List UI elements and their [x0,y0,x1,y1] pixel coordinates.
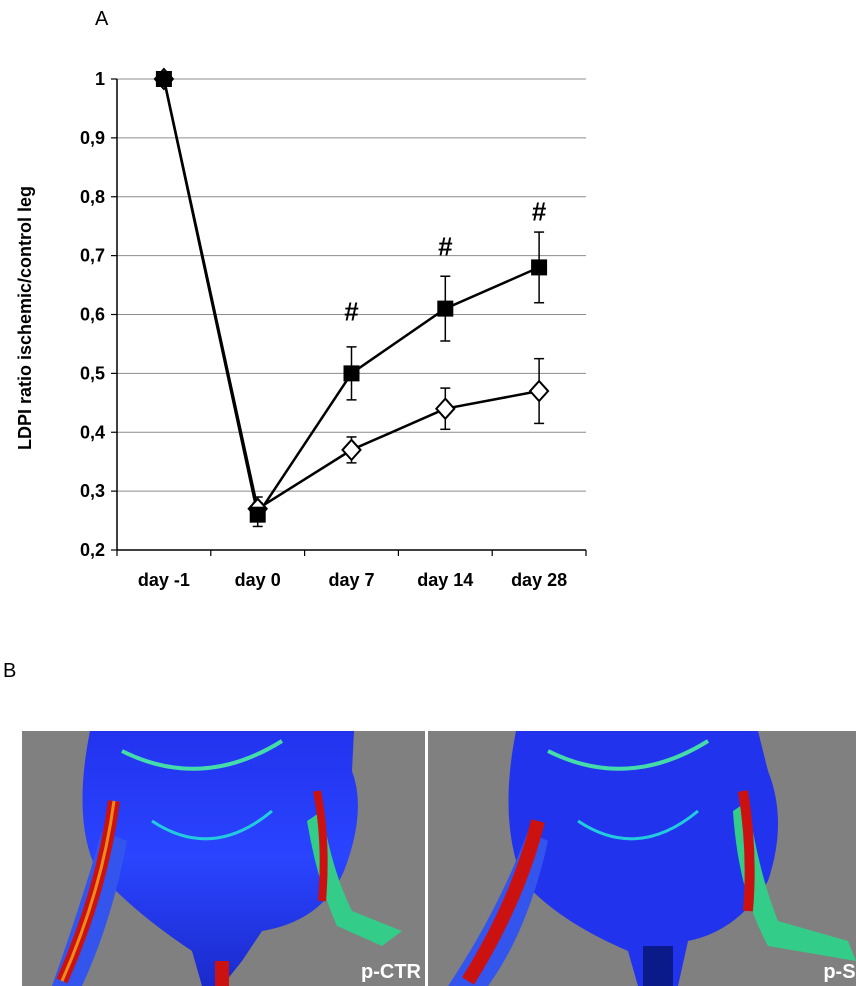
data-point-square [531,259,548,276]
panel-a-label: A [95,8,109,30]
ldpi-image-left: p-CTR [22,731,425,986]
panel-b-label: B [3,660,17,682]
x-tick-label: day 14 [417,570,473,590]
x-tick-label: day 7 [328,570,374,590]
data-point-square [249,506,266,523]
gridlines [117,78,586,492]
significance-mark: # [344,296,359,326]
y-tick-labels: 0,2 0,3 0,4 0,5 0,6 0,7 0,8 0,9 1 [80,69,105,560]
perfusion-heatmap-left [52,731,402,986]
x-tick-label: day 28 [511,570,567,590]
y-tick-label: 0,4 [80,422,105,442]
data-point-diamond [434,397,456,421]
axes [111,78,587,556]
significance-annotations: # # # [344,196,547,326]
perfusion-heatmap-right [448,731,856,986]
data-point-square [155,71,172,87]
ldpi-image-right: p-SN [428,731,856,986]
y-tick-label: 0,5 [80,363,105,383]
y-tick-label: 0,7 [80,246,105,266]
ldpi-line-chart: 0,20,30,40,50,60,70,80,91 day -1 day 0 day… [15,67,587,590]
y-tick-label: 0,3 [80,481,105,501]
data-series [153,67,550,528]
x-tick-labels: day -1 day 0 day 7 day 14 day 28 [138,570,567,590]
data-point-diamond [341,438,362,462]
significance-mark: # [438,232,453,262]
y-tick-label: 0,6 [80,305,105,325]
y-tick-label: 0,8 [80,187,105,207]
data-point-square [437,300,454,317]
image-label-p-ctr: p-CTR [361,961,421,983]
y-tick-label: 0,2 [80,540,105,560]
y-tick-label: 0,9 [80,128,105,148]
y-axis-title: LDPI ratio ischemic/control leg [15,186,35,450]
data-point-diamond [528,379,550,403]
image-label-p-sn: p-SN [823,961,856,983]
x-tick-label: day -1 [138,570,190,590]
significance-mark: # [532,196,547,226]
x-tick-label: day 0 [235,570,281,590]
y-tick-label: 1 [95,69,105,89]
data-point-square [343,365,360,382]
